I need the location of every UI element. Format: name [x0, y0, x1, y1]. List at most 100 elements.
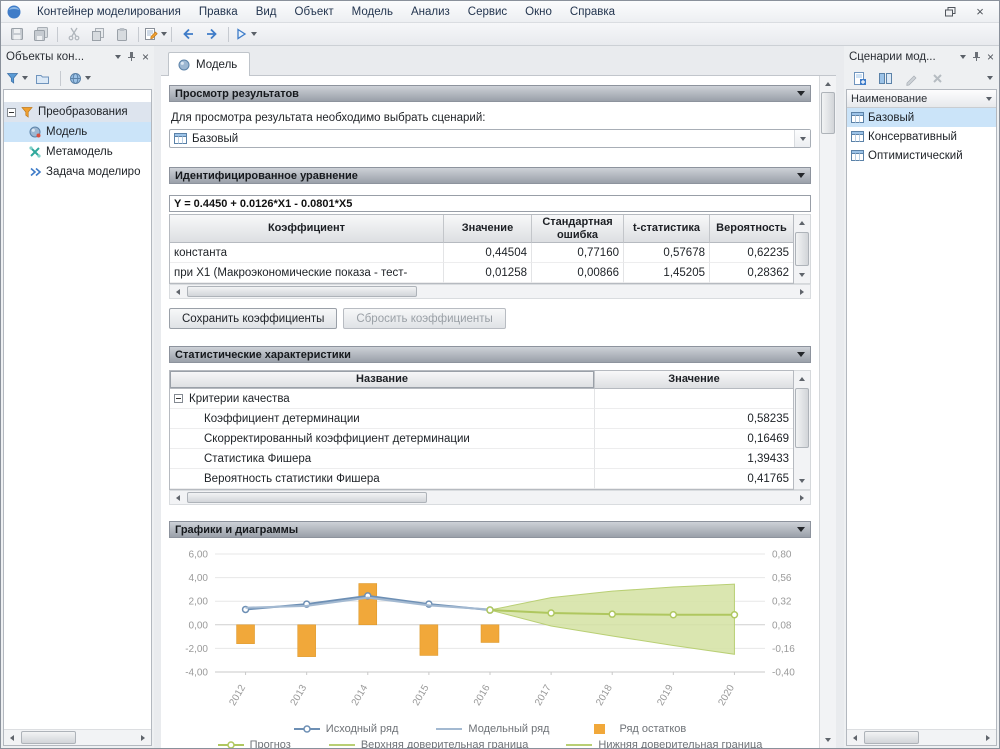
scroll-right-button[interactable]: [980, 730, 996, 745]
combo-dropdown-button[interactable]: [794, 130, 810, 147]
left-panel-hscrollbar[interactable]: [4, 729, 151, 745]
scroll-track[interactable]: [794, 387, 810, 473]
scenario-select[interactable]: Базовый: [169, 129, 811, 148]
paste-button[interactable]: [110, 24, 134, 44]
column-header[interactable]: Стандартная ошибка: [532, 215, 624, 243]
folder-button[interactable]: [30, 68, 54, 88]
edit-scenario-button[interactable]: [899, 68, 923, 88]
reset-coefficients-button[interactable]: Сбросить коэффициенты: [343, 308, 506, 329]
table-hscrollbar[interactable]: [169, 490, 811, 505]
scroll-right-button[interactable]: [794, 285, 810, 298]
collapse-section-icon[interactable]: [797, 527, 805, 532]
column-header[interactable]: t-статистика: [624, 215, 710, 243]
main-vscrollbar[interactable]: [819, 76, 836, 748]
tab-model[interactable]: Модель: [168, 52, 251, 76]
tree-item-transformations[interactable]: Преобразования: [4, 102, 151, 122]
scroll-track[interactable]: [863, 730, 980, 745]
column-header[interactable]: Значение: [595, 371, 793, 389]
save-all-button[interactable]: [29, 24, 53, 44]
restore-button[interactable]: [940, 4, 960, 20]
table-row[interactable]: Статистика Фишера 1,39433: [170, 449, 793, 469]
scroll-track[interactable]: [794, 231, 810, 267]
scenario-item-bazovyi[interactable]: Базовый: [847, 108, 996, 127]
collapse-section-icon[interactable]: [797, 352, 805, 357]
add-scenario-button[interactable]: [847, 68, 871, 88]
section-statistics-header[interactable]: Статистические характеристики: [169, 346, 811, 363]
collapse-section-icon[interactable]: [797, 91, 805, 96]
section-results-header[interactable]: Просмотр результатов: [169, 85, 811, 102]
scroll-down-button[interactable]: [794, 267, 810, 283]
scroll-right-button[interactable]: [794, 491, 810, 504]
scroll-left-button[interactable]: [847, 730, 863, 745]
scroll-down-button[interactable]: [794, 473, 810, 489]
view-parameters-button[interactable]: [143, 24, 167, 44]
menu-analiz[interactable]: Анализ: [410, 5, 450, 18]
table-vscrollbar[interactable]: [794, 370, 811, 490]
collapse-icon[interactable]: [7, 107, 16, 117]
column-header[interactable]: Название: [170, 371, 595, 389]
scroll-up-button[interactable]: [794, 371, 810, 387]
panel-splitter[interactable]: [836, 46, 844, 748]
table-row[interactable]: Скорректированный коэффициент детерминац…: [170, 429, 793, 449]
scroll-left-button[interactable]: [170, 491, 186, 504]
scroll-track[interactable]: [186, 491, 794, 504]
column-header[interactable]: Коэффициент: [170, 215, 444, 243]
forward-button[interactable]: [200, 24, 224, 44]
scroll-left-button[interactable]: [170, 285, 186, 298]
scroll-track[interactable]: [186, 285, 794, 298]
pin-icon[interactable]: [972, 51, 981, 62]
section-equation-header[interactable]: Идентифицированное уравнение: [169, 167, 811, 184]
table-row[interactable]: константа 0,44504 0,77160 0,57678 0,6223…: [170, 243, 793, 263]
table-row[interactable]: Коэффициент детерминации 0,58235: [170, 409, 793, 429]
filter-dropdown-icon[interactable]: [986, 96, 992, 101]
collapse-section-icon[interactable]: [797, 173, 805, 178]
menu-spravka[interactable]: Справка: [569, 5, 616, 18]
menu-model[interactable]: Модель: [351, 5, 393, 18]
scroll-up-button[interactable]: [794, 215, 810, 231]
table-row[interactable]: при X1 (Макроэкономические показа - тест…: [170, 263, 793, 283]
save-coefficients-button[interactable]: Сохранить коэффициенты: [169, 308, 338, 329]
delete-scenario-button[interactable]: [925, 68, 949, 88]
table-group-row[interactable]: Критерии качества: [170, 389, 793, 409]
tree-item-metamodel[interactable]: Метамодель: [4, 142, 151, 162]
scroll-right-button[interactable]: [135, 730, 151, 745]
column-header-name[interactable]: Наименование: [847, 90, 996, 108]
scroll-track[interactable]: [820, 92, 836, 732]
column-header[interactable]: Вероятность: [710, 215, 793, 243]
table-vscrollbar[interactable]: [794, 214, 811, 284]
copy-button[interactable]: [86, 24, 110, 44]
scroll-left-button[interactable]: [4, 730, 20, 745]
scroll-down-button[interactable]: [820, 732, 836, 748]
scenario-item-konservativnyi[interactable]: Консервативный: [847, 127, 996, 146]
scenario-item-optimisticheskii[interactable]: Оптимистический: [847, 146, 996, 165]
save-button[interactable]: [5, 24, 29, 44]
tree-item-modeling-task[interactable]: Задача моделиро: [4, 162, 151, 182]
menu-okno[interactable]: Окно: [525, 5, 552, 18]
collapse-icon[interactable]: [174, 394, 183, 403]
column-header[interactable]: Значение: [444, 215, 532, 243]
pin-icon[interactable]: [127, 51, 136, 62]
scroll-track[interactable]: [20, 730, 135, 745]
menu-pravka[interactable]: Правка: [198, 5, 238, 18]
tree-item-model[interactable]: Модель: [4, 122, 151, 142]
scroll-up-button[interactable]: [820, 76, 836, 92]
menu-vid[interactable]: Вид: [255, 5, 277, 18]
table-row[interactable]: Вероятность статистики Фишера 0,41765: [170, 469, 793, 489]
view-mode-button[interactable]: [67, 68, 91, 88]
back-button[interactable]: [176, 24, 200, 44]
panel-menu-icon[interactable]: [959, 54, 966, 59]
columns-view-button[interactable]: [873, 68, 897, 88]
close-panel-icon[interactable]: ×: [986, 49, 994, 64]
equation-field[interactable]: Y = 0.4450 + 0.0126*X1 - 0.0801*X5: [169, 195, 811, 212]
right-panel-hscrollbar[interactable]: [847, 729, 996, 745]
menu-servis[interactable]: Сервис: [467, 5, 508, 18]
run-button[interactable]: [233, 24, 257, 44]
menu-obyekt[interactable]: Объект: [294, 5, 334, 18]
table-hscrollbar[interactable]: [169, 284, 811, 299]
menu-container[interactable]: Контейнер моделирования: [37, 5, 181, 18]
panel-splitter[interactable]: [154, 46, 161, 748]
panel-toolbar-dropdown-icon[interactable]: [987, 76, 993, 80]
cut-button[interactable]: [62, 24, 86, 44]
panel-menu-icon[interactable]: [114, 54, 121, 59]
close-button[interactable]: ×: [976, 4, 984, 19]
